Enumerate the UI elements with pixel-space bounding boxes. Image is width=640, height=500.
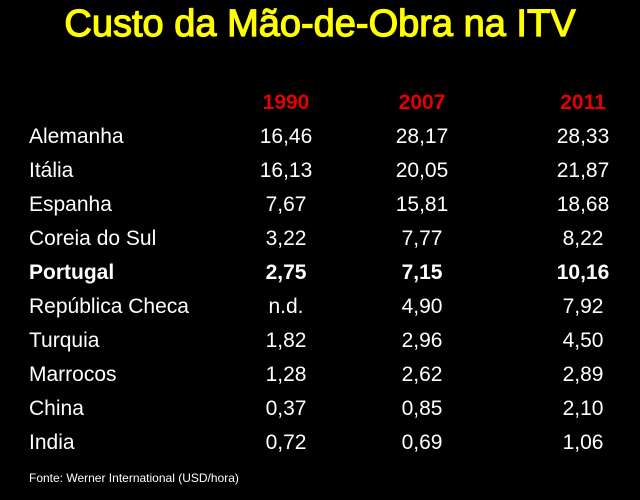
value-cell: 20,05: [395, 159, 449, 182]
table-row-highlighted: Portugal 2,75 7,15 10,16: [0, 256, 640, 290]
value-cell: 18,68: [556, 193, 610, 216]
value-cell: 16,13: [259, 159, 313, 182]
value-cell: 3,22: [265, 227, 307, 250]
country-name: Turquia: [29, 329, 100, 352]
value-cell: 7,77: [401, 227, 443, 250]
value-cell: 2,75: [265, 261, 307, 284]
value-cell: 28,33: [556, 125, 610, 148]
source-note: Fonte: Werner International (USD/hora): [29, 471, 239, 485]
table-header-row: 1990 2007 2011: [0, 86, 640, 120]
value-cell: 8,22: [562, 227, 604, 250]
value-cell: 1,06: [562, 431, 604, 454]
country-name: India: [29, 431, 75, 454]
country-name: Marrocos: [29, 363, 117, 386]
slide-title: Custo da Mão-de-Obra na ITV: [64, 2, 576, 45]
country-name: Espanha: [29, 193, 112, 216]
value-cell: 0,69: [401, 431, 443, 454]
table-row: República Checa n.d. 4,90 7,92: [0, 290, 640, 324]
value-cell: 28,17: [395, 125, 449, 148]
value-cell: 2,62: [401, 363, 443, 386]
table-row: Itália 16,13 20,05 21,87: [0, 154, 640, 188]
value-cell: n.d.: [268, 295, 304, 318]
country-name: Coreia do Sul: [29, 227, 157, 250]
table-row: Alemanha 16,46 28,17 28,33: [0, 120, 640, 154]
column-header-year: 2007: [398, 91, 446, 114]
value-cell: 4,90: [401, 295, 443, 318]
value-cell: 4,50: [562, 329, 604, 352]
table-row: India 0,72 0,69 1,06: [0, 426, 640, 460]
country-name: China: [29, 397, 84, 420]
labor-cost-table: 1990 2007 2011 Alemanha 16,46 28,17 28,3…: [0, 86, 640, 460]
value-cell: 16,46: [259, 125, 313, 148]
column-header-year: 1990: [262, 91, 310, 114]
value-cell: 1,82: [265, 329, 307, 352]
country-name: Itália: [29, 159, 74, 182]
country-name: Portugal: [29, 261, 115, 284]
table-row: Espanha 7,67 15,81 18,68: [0, 188, 640, 222]
value-cell: 0,37: [265, 397, 307, 420]
country-name: Alemanha: [29, 125, 124, 148]
column-header-year: 2011: [560, 91, 606, 114]
table-row: China 0,37 0,85 2,10: [0, 392, 640, 426]
value-cell: 7,15: [401, 261, 443, 284]
value-cell: 2,10: [562, 397, 604, 420]
value-cell: 21,87: [556, 159, 610, 182]
table-row: Marrocos 1,28 2,62 2,89: [0, 358, 640, 392]
country-name: República Checa: [29, 295, 189, 318]
value-cell: 2,96: [401, 329, 443, 352]
value-cell: 7,92: [562, 295, 604, 318]
table-row: Coreia do Sul 3,22 7,77 8,22: [0, 222, 640, 256]
value-cell: 0,85: [401, 397, 443, 420]
value-cell: 10,16: [556, 261, 610, 284]
table-row: Turquia 1,82 2,96 4,50: [0, 324, 640, 358]
value-cell: 7,67: [265, 193, 307, 216]
value-cell: 15,81: [395, 193, 449, 216]
value-cell: 2,89: [562, 363, 604, 386]
value-cell: 0,72: [265, 431, 307, 454]
value-cell: 1,28: [265, 363, 307, 386]
